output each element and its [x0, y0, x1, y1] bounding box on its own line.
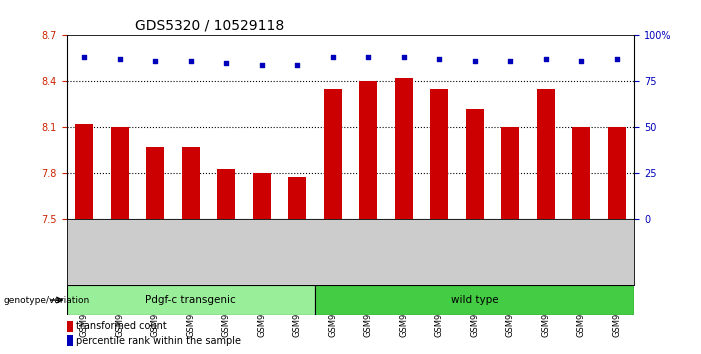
- Point: [540, 57, 551, 62]
- Point: [327, 55, 339, 60]
- Bar: [572, 127, 590, 219]
- Bar: [608, 127, 625, 219]
- Point: [505, 58, 516, 64]
- Text: genotype/variation: genotype/variation: [4, 296, 90, 304]
- Bar: [360, 81, 377, 219]
- Point: [469, 58, 480, 64]
- Bar: [253, 173, 271, 219]
- Bar: [217, 169, 235, 219]
- Point: [256, 62, 267, 68]
- Text: wild type: wild type: [451, 295, 498, 305]
- Bar: [501, 127, 519, 219]
- Text: GDS5320 / 10529118: GDS5320 / 10529118: [135, 19, 284, 33]
- Text: percentile rank within the sample: percentile rank within the sample: [76, 336, 240, 346]
- Point: [114, 57, 125, 62]
- Text: transformed count: transformed count: [76, 321, 166, 331]
- Point: [185, 58, 196, 64]
- Point: [611, 57, 622, 62]
- Bar: [67, 335, 73, 346]
- Bar: [147, 147, 164, 219]
- Bar: [315, 285, 634, 315]
- Bar: [430, 89, 448, 219]
- Bar: [466, 109, 484, 219]
- Point: [150, 58, 161, 64]
- Point: [79, 55, 90, 60]
- Bar: [395, 78, 413, 219]
- Bar: [67, 285, 315, 315]
- Point: [221, 60, 232, 66]
- Bar: [67, 321, 73, 332]
- Bar: [537, 89, 554, 219]
- Bar: [324, 89, 341, 219]
- Point: [292, 62, 303, 68]
- Point: [434, 57, 445, 62]
- Bar: [182, 147, 200, 219]
- Bar: [76, 124, 93, 219]
- Bar: [111, 127, 129, 219]
- Text: Pdgf-c transgenic: Pdgf-c transgenic: [145, 295, 236, 305]
- Point: [362, 55, 374, 60]
- Bar: [288, 177, 306, 219]
- Point: [576, 58, 587, 64]
- Point: [398, 55, 409, 60]
